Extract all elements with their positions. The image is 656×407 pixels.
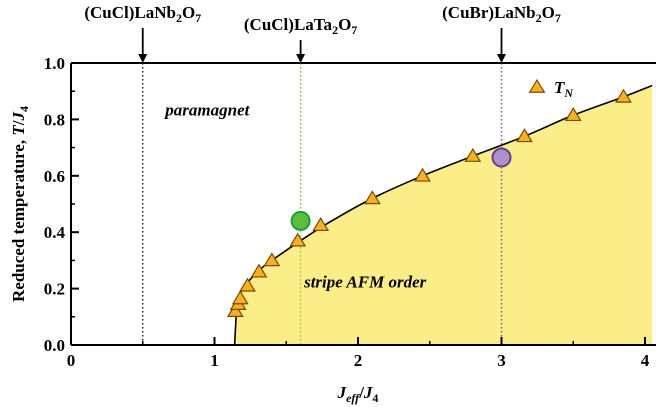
legend: TN	[528, 78, 574, 100]
tn-point	[564, 107, 582, 122]
tn-point	[263, 252, 281, 267]
y-tick-label: 0.2	[44, 280, 65, 299]
ordered-phase-fill	[234, 85, 653, 345]
compound-arrow-head	[296, 54, 306, 63]
compound-arrow-head	[497, 54, 506, 63]
tn-markers	[226, 88, 632, 318]
region-label: paramagnet	[163, 101, 250, 120]
legend-label: TN	[554, 78, 574, 100]
tn-point	[239, 277, 256, 292]
y-tick-label: 0.8	[44, 110, 65, 129]
tn-point	[615, 88, 632, 103]
x-tick-label: 0	[67, 351, 76, 370]
y-tick-label: 0.4	[44, 223, 66, 242]
compound-label: (CuCl)LaNb2O7	[84, 3, 201, 25]
y-axis-title: Reduced temperature, T/J4	[9, 106, 31, 302]
cucl-lata-point	[290, 210, 311, 231]
legend-marker	[528, 78, 546, 93]
tn-point	[363, 190, 381, 205]
x-axis-title: Jeff/J4	[337, 383, 379, 405]
tn-point	[516, 128, 533, 143]
compound-guide-lines	[142, 63, 503, 345]
tn-point	[312, 216, 330, 231]
compound-label: (CuBr)LaNb2O7	[442, 3, 561, 25]
region-label: stripe AFM order	[303, 273, 427, 292]
tn-point	[414, 167, 431, 182]
axis-tick-labels: 0 1 2 3 4 0.0 0.2 0.4 0.6 0.8 1.0	[44, 54, 650, 370]
y-tick-label: 1.0	[44, 54, 65, 73]
cubr-lanb-point	[491, 147, 512, 168]
tn-point	[231, 290, 249, 305]
x-tick-label: 4	[641, 351, 650, 370]
y-tick-label: 0.0	[44, 336, 65, 355]
compound-arrow-head	[138, 54, 148, 63]
x-tick-label: 3	[497, 351, 506, 370]
tn-point	[226, 302, 244, 318]
tn-point	[464, 147, 482, 162]
axis-ticks	[70, 62, 646, 346]
compound-points	[290, 147, 512, 231]
tn-point	[289, 232, 307, 247]
tn-point	[250, 263, 268, 278]
compound-labels: (CuCl)LaNb2O7 (CuCl)LaTa2O7 (CuBr)LaNb2O7	[84, 3, 561, 63]
x-tick-label: 2	[354, 351, 363, 370]
x-tick-label: 1	[210, 351, 219, 370]
y-tick-label: 0.6	[44, 167, 65, 186]
region-labels: paramagnet stripe AFM order	[163, 101, 426, 292]
compound-label: (CuCl)LaTa2O7	[244, 15, 357, 37]
